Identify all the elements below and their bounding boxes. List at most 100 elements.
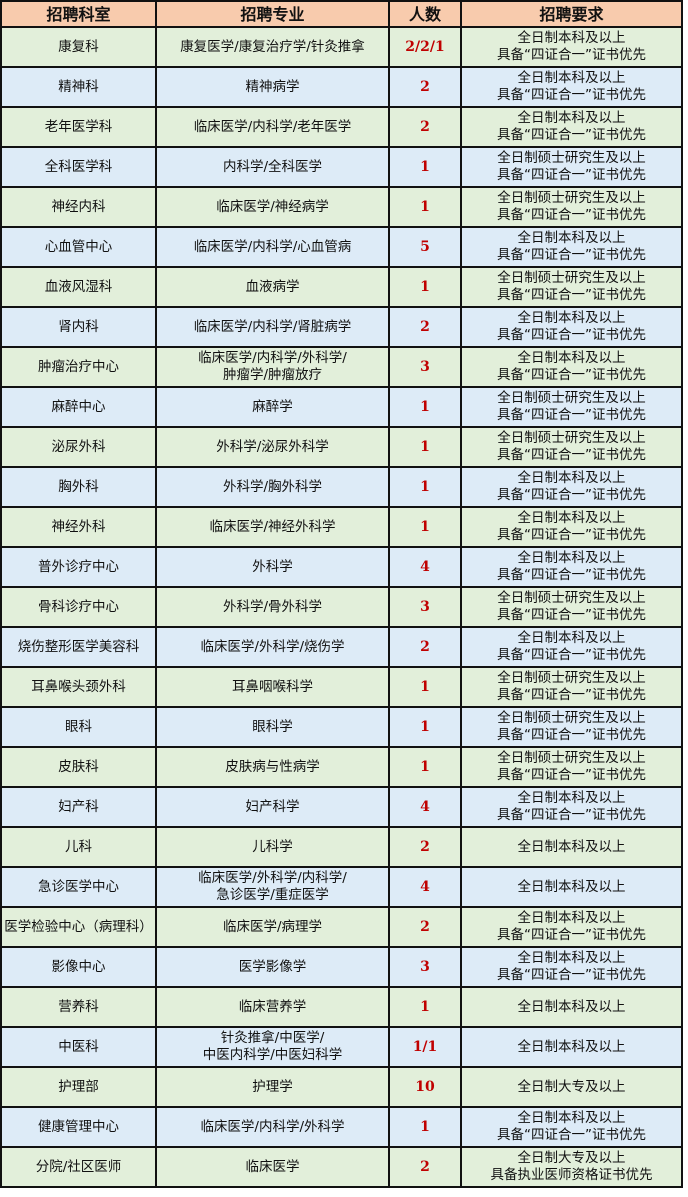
count-cell: 1 [388, 266, 462, 308]
requirement-line: 具备“四证合一”证书优先 [497, 807, 646, 823]
count-cell: 1 [388, 186, 462, 228]
count-cell: 2 [388, 626, 462, 668]
department-cell: 骨科诊疗中心 [0, 586, 157, 628]
major-line: 临床医学/内科学/肾脏病学 [193, 318, 352, 335]
table-row: 神经内科 临床医学/神经病学 1 全日制硕士研究生及以上 具备“四证合一”证书优先 [0, 186, 683, 228]
count-cell: 4 [388, 786, 462, 828]
requirement-cell: 全日制硕士研究生及以上 具备“四证合一”证书优先 [460, 586, 683, 628]
table-row: 胸外科 外科学/胸外科学 1 全日制本科及以上 具备“四证合一”证书优先 [0, 466, 683, 508]
requirement-line: 具备“四证合一”证书优先 [497, 607, 646, 623]
department-cell: 烧伤整形医学美容科 [0, 626, 157, 668]
table-row: 全科医学科 内科学/全科医学 1 全日制硕士研究生及以上 具备“四证合一”证书优先 [0, 146, 683, 188]
major-cell: 外科学/胸外科学 [155, 466, 390, 508]
requirement-cell: 全日制本科及以上 具备“四证合一”证书优先 [460, 106, 683, 148]
count-cell: 2 [388, 66, 462, 108]
major-line: 急诊医学/重症医学 [216, 887, 329, 903]
requirement-line: 具备“四证合一”证书优先 [497, 207, 646, 223]
major-line: 临床医学 [245, 1158, 300, 1175]
major-cell: 护理学 [155, 1066, 390, 1108]
department-cell: 神经内科 [0, 186, 157, 228]
department-cell: 营养科 [0, 986, 157, 1028]
department-cell: 影像中心 [0, 946, 157, 988]
major-cell: 临床医学/神经外科学 [155, 506, 390, 548]
requirement-line: 全日制硕士研究生及以上 [497, 190, 646, 206]
department-cell: 妇产科 [0, 786, 157, 828]
requirement-line: 具备“四证合一”证书优先 [497, 47, 646, 63]
major-line: 外科学/泌尿外科学 [216, 438, 329, 455]
major-cell: 耳鼻咽喉科学 [155, 666, 390, 708]
requirement-cell: 全日制本科及以上 [460, 866, 683, 908]
requirement-line: 全日制大专及以上 [517, 1150, 626, 1166]
requirement-line: 全日制本科及以上 [517, 998, 626, 1015]
major-line: 血液病学 [245, 278, 300, 295]
requirement-line: 全日制本科及以上 [517, 230, 626, 246]
requirement-line: 具备“四证合一”证书优先 [497, 927, 646, 943]
count-cell: 4 [388, 866, 462, 908]
table-row: 分院/社区医师 临床医学 2 全日制大专及以上 具备执业医师资格证书优先 [0, 1146, 683, 1188]
department-cell: 分院/社区医师 [0, 1146, 157, 1188]
major-line: 临床医学/病理学 [222, 918, 323, 935]
requirement-cell: 全日制硕士研究生及以上 具备“四证合一”证书优先 [460, 386, 683, 428]
count-cell: 3 [388, 346, 462, 388]
table-row: 精神科 精神病学 2 全日制本科及以上 具备“四证合一”证书优先 [0, 66, 683, 108]
table-row: 营养科 临床营养学 1 全日制本科及以上 [0, 986, 683, 1028]
requirement-line: 具备“四证合一”证书优先 [497, 647, 646, 663]
count-cell: 4 [388, 546, 462, 588]
table-row: 健康管理中心 临床医学/内科学/外科学 1 全日制本科及以上 具备“四证合一”证书优先 [0, 1106, 683, 1148]
requirement-cell: 全日制本科及以上 [460, 826, 683, 868]
requirement-line: 全日制硕士研究生及以上 [497, 750, 646, 766]
major-cell: 内科学/全科医学 [155, 146, 390, 188]
major-cell: 临床医学/内科学/外科学 [155, 1106, 390, 1148]
major-cell: 眼科学 [155, 706, 390, 748]
requirement-line: 全日制本科及以上 [517, 790, 626, 806]
requirement-line: 具备“四证合一”证书优先 [497, 727, 646, 743]
count-cell: 1 [388, 706, 462, 748]
requirement-cell: 全日制本科及以上 具备“四证合一”证书优先 [460, 226, 683, 268]
major-line: 皮肤病与性病学 [225, 758, 320, 775]
major-line: 康复医学/康复治疗学/针灸推拿 [180, 38, 365, 55]
requirement-line: 具备“四证合一”证书优先 [497, 767, 646, 783]
table-row: 护理部 护理学 10 全日制大专及以上 [0, 1066, 683, 1108]
requirement-line: 全日制硕士研究生及以上 [497, 390, 646, 406]
requirement-line: 全日制本科及以上 [517, 110, 626, 126]
requirement-cell: 全日制大专及以上 具备执业医师资格证书优先 [460, 1146, 683, 1188]
requirement-cell: 全日制大专及以上 [460, 1066, 683, 1108]
major-line: 儿科学 [252, 838, 293, 855]
requirement-line: 具备“四证合一”证书优先 [497, 87, 646, 103]
requirement-line: 具备“四证合一”证书优先 [497, 1127, 646, 1143]
requirement-line: 具备“四证合一”证书优先 [497, 687, 646, 703]
department-cell: 麻醉中心 [0, 386, 157, 428]
requirement-cell: 全日制硕士研究生及以上 具备“四证合一”证书优先 [460, 426, 683, 468]
department-cell: 血液风湿科 [0, 266, 157, 308]
count-cell: 1 [388, 986, 462, 1028]
requirement-cell: 全日制本科及以上 具备“四证合一”证书优先 [460, 506, 683, 548]
requirement-cell: 全日制本科及以上 具备“四证合一”证书优先 [460, 946, 683, 988]
major-cell: 麻醉学 [155, 386, 390, 428]
requirement-cell: 全日制硕士研究生及以上 具备“四证合一”证书优先 [460, 746, 683, 788]
major-cell: 外科学/骨外科学 [155, 586, 390, 628]
major-cell: 临床医学 [155, 1146, 390, 1188]
table-row: 妇产科 妇产科学 4 全日制本科及以上 具备“四证合一”证书优先 [0, 786, 683, 828]
requirement-line: 全日制本科及以上 [517, 350, 626, 366]
count-cell: 10 [388, 1066, 462, 1108]
requirement-line: 全日制本科及以上 [517, 470, 626, 486]
requirement-line: 全日制本科及以上 [517, 510, 626, 526]
requirement-line: 全日制本科及以上 [517, 950, 626, 966]
requirement-cell: 全日制本科及以上 [460, 986, 683, 1028]
header-department: 招聘科室 [0, 0, 157, 28]
department-cell: 胸外科 [0, 466, 157, 508]
requirement-line: 全日制本科及以上 [517, 878, 626, 895]
major-line: 护理学 [252, 1078, 293, 1095]
count-cell: 1 [388, 666, 462, 708]
major-cell: 临床医学/内科学/外科学/肿瘤学/肿瘤放疗 [155, 346, 390, 388]
requirement-line: 全日制本科及以上 [517, 910, 626, 926]
table-row: 神经外科 临床医学/神经外科学 1 全日制本科及以上 具备“四证合一”证书优先 [0, 506, 683, 548]
count-cell: 2 [388, 906, 462, 948]
major-cell: 精神病学 [155, 66, 390, 108]
major-cell: 外科学/泌尿外科学 [155, 426, 390, 468]
table-row: 康复科 康复医学/康复治疗学/针灸推拿 2/2/1 全日制本科及以上 具备“四证合一”证… [0, 26, 683, 68]
major-cell: 临床营养学 [155, 986, 390, 1028]
major-line: 临床医学/内科学/外科学 [200, 1118, 345, 1135]
table-row: 骨科诊疗中心 外科学/骨外科学 3 全日制硕士研究生及以上 具备“四证合一”证书优先 [0, 586, 683, 628]
